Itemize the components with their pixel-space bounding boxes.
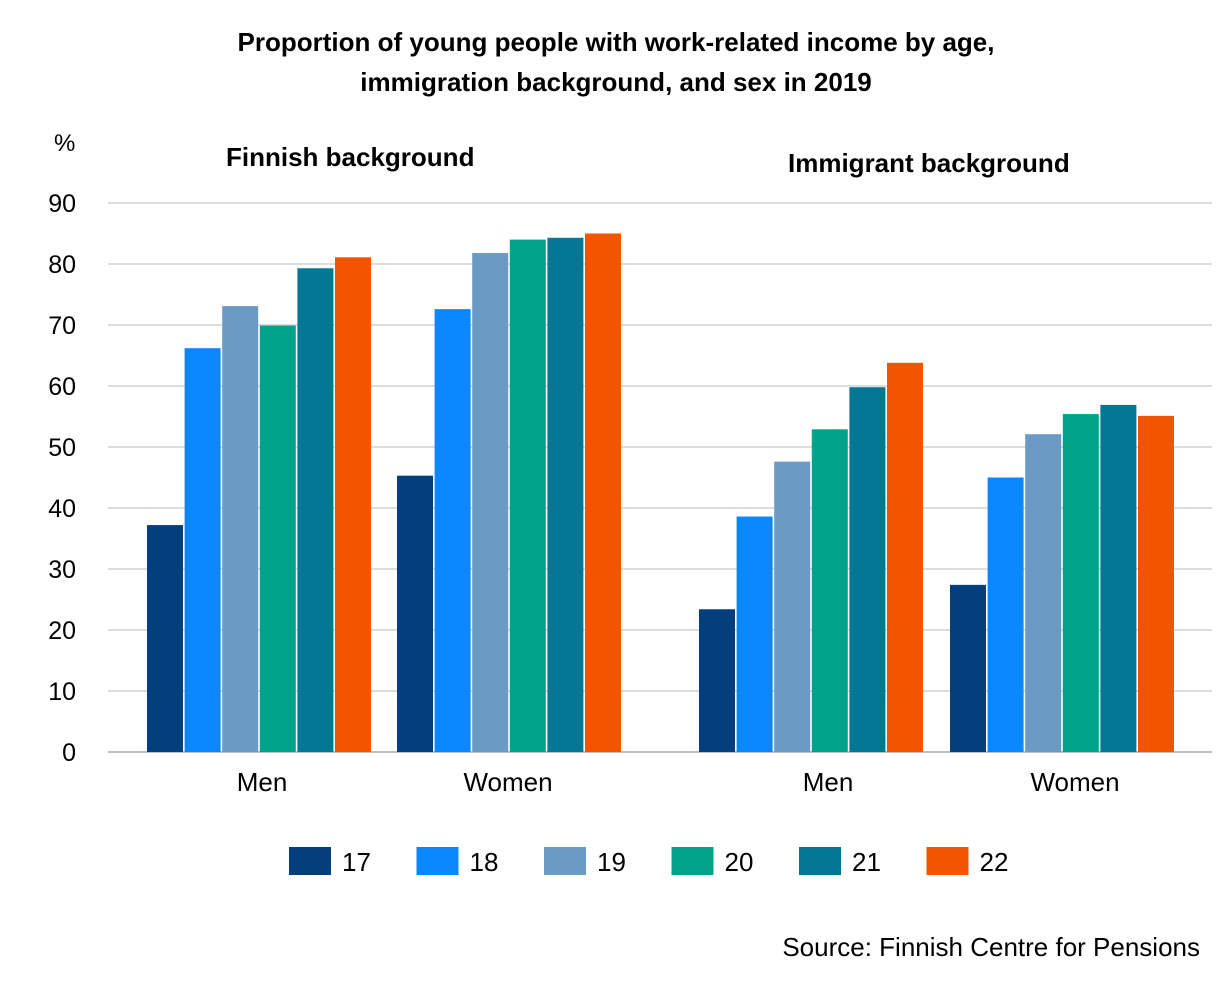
bar-finnish-women-19 xyxy=(472,253,509,752)
bar-immigrant-men-19 xyxy=(774,461,811,752)
y-tick-40: 40 xyxy=(48,495,76,523)
source-note: Source: Finnish Centre for Pensions xyxy=(782,932,1200,962)
x-label-finnish-women: Women xyxy=(463,767,552,797)
legend-swatch-21 xyxy=(799,847,841,875)
legend-swatch-18 xyxy=(416,847,459,875)
y-axis-label: % xyxy=(54,130,76,157)
y-tick-90: 90 xyxy=(48,190,76,218)
legend-swatch-20 xyxy=(671,847,714,875)
bar-immigrant-men-20 xyxy=(811,429,848,752)
bar-finnish-women-21 xyxy=(547,237,584,752)
legend-label-17: 17 xyxy=(342,847,371,877)
bar-finnish-women-17 xyxy=(397,475,433,752)
y-tick-80: 80 xyxy=(48,251,76,279)
bar-immigrant-women-22 xyxy=(1138,415,1174,752)
chart-title: Proportion of young people with work-rel… xyxy=(0,22,1232,102)
bar-immigrant-women-17 xyxy=(950,584,986,752)
legend-swatch-19 xyxy=(544,847,586,875)
legend-swatch-17 xyxy=(289,847,331,875)
legend-label-19: 19 xyxy=(597,847,626,877)
bar-finnish-men-22 xyxy=(335,257,371,752)
bar-immigrant-women-20 xyxy=(1062,414,1099,752)
bar-immigrant-men-17 xyxy=(699,609,735,752)
bar-immigrant-men-21 xyxy=(849,387,886,752)
bar-immigrant-women-18 xyxy=(987,477,1024,752)
x-label-finnish-men: Men xyxy=(237,767,288,797)
y-tick-60: 60 xyxy=(48,373,76,401)
panel-label-finnish: Finnish background xyxy=(226,142,475,172)
bar-finnish-men-20 xyxy=(259,325,296,752)
y-tick-30: 30 xyxy=(48,556,76,584)
x-label-immigrant-men: Men xyxy=(803,767,854,797)
bar-immigrant-women-21 xyxy=(1100,404,1137,752)
bar-immigrant-men-18 xyxy=(736,516,773,752)
panel-label-immigrant: Immigrant background xyxy=(788,148,1070,178)
bar-immigrant-women-19 xyxy=(1025,434,1062,752)
legend-swatch-22 xyxy=(926,847,969,875)
bar-finnish-women-20 xyxy=(509,239,546,753)
bar-immigrant-men-22 xyxy=(887,362,923,752)
y-tick-10: 10 xyxy=(48,678,76,706)
legend-label-18: 18 xyxy=(470,847,499,877)
chart-title-line-2: immigration background, and sex in 2019 xyxy=(360,67,872,97)
bar-finnish-men-21 xyxy=(297,268,334,752)
y-tick-70: 70 xyxy=(48,312,76,340)
chart-title-line-1: Proportion of young people with work-rel… xyxy=(237,27,995,57)
bar-finnish-men-18 xyxy=(184,348,221,752)
y-tick-50: 50 xyxy=(48,434,76,462)
y-tick-0: 0 xyxy=(62,739,76,767)
legend-label-22: 22 xyxy=(980,847,1009,877)
bar-finnish-women-22 xyxy=(585,233,621,752)
y-tick-20: 20 xyxy=(48,617,76,645)
bar-finnish-men-17 xyxy=(147,525,183,752)
legend-label-20: 20 xyxy=(725,847,754,877)
legend-label-21: 21 xyxy=(852,847,881,877)
x-label-immigrant-women: Women xyxy=(1030,767,1119,797)
bar-finnish-women-18 xyxy=(434,309,471,752)
bar-finnish-men-19 xyxy=(222,306,259,752)
